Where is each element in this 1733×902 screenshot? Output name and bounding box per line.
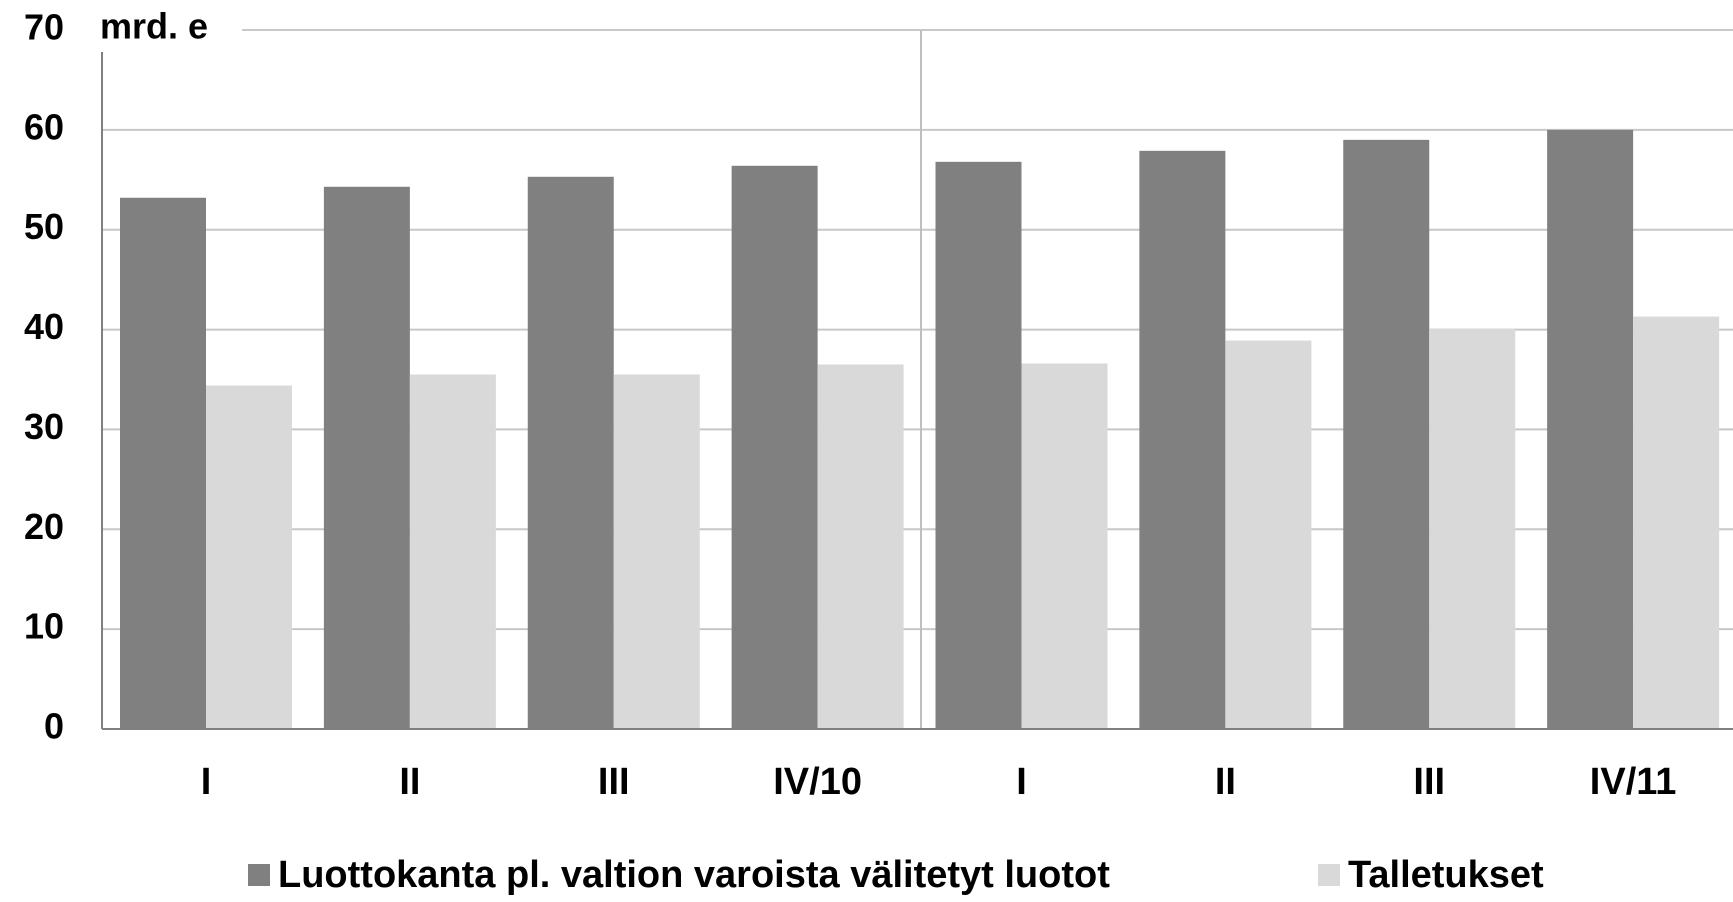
bar [1633, 316, 1720, 729]
legend-swatch [1318, 864, 1340, 886]
bar [120, 197, 206, 729]
x-tick-label: IV/10 [773, 761, 862, 803]
x-tick-label: III [598, 761, 630, 803]
label-background [92, 8, 242, 52]
bars [120, 129, 1720, 730]
y-tick-label: 10 [24, 606, 64, 647]
bar [323, 186, 410, 730]
legend-label: Luottokanta pl. valtion varoista välitet… [278, 854, 1110, 896]
x-tick-label: I [1016, 761, 1027, 803]
y-tick-label: 40 [24, 306, 64, 347]
y-tick-label: 60 [24, 106, 64, 147]
legend-swatch [248, 864, 270, 886]
y-axis-label: mrd. e [100, 6, 208, 47]
bar [1343, 139, 1430, 730]
bar [1429, 328, 1516, 729]
bar [935, 161, 1022, 730]
legend-label: Talletukset [1348, 854, 1544, 896]
bar [1225, 340, 1312, 729]
x-tick-label: IV/11 [1590, 761, 1677, 803]
bar [731, 165, 818, 729]
x-tick-label: II [399, 761, 420, 803]
y-tick-label: 0 [44, 706, 64, 747]
y-tick-label: 70 [24, 7, 64, 48]
bar [409, 374, 496, 729]
bar [613, 374, 700, 729]
x-tick-label: I [201, 761, 212, 803]
x-tick-label: II [1215, 761, 1236, 803]
x-tick-label: III [1413, 761, 1445, 803]
y-tick-label: 30 [24, 406, 64, 447]
bar [1547, 129, 1634, 729]
bar [1139, 150, 1226, 729]
y-tick-label: 20 [24, 506, 64, 547]
bar [527, 176, 614, 730]
bar [817, 364, 904, 729]
bar [206, 385, 292, 729]
bar [1021, 363, 1108, 729]
y-tick-label: 50 [24, 206, 64, 247]
